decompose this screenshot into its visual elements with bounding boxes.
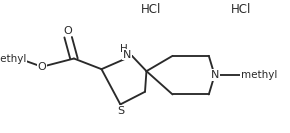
Text: N: N xyxy=(211,70,219,80)
Text: methyl: methyl xyxy=(0,53,26,64)
Text: HCl: HCl xyxy=(141,3,161,16)
Text: N: N xyxy=(123,49,131,60)
Text: O: O xyxy=(38,62,46,72)
Text: methyl: methyl xyxy=(241,70,277,80)
Text: H: H xyxy=(120,44,128,54)
Text: O: O xyxy=(64,26,72,36)
Text: S: S xyxy=(117,106,124,116)
Text: HCl: HCl xyxy=(231,3,251,16)
